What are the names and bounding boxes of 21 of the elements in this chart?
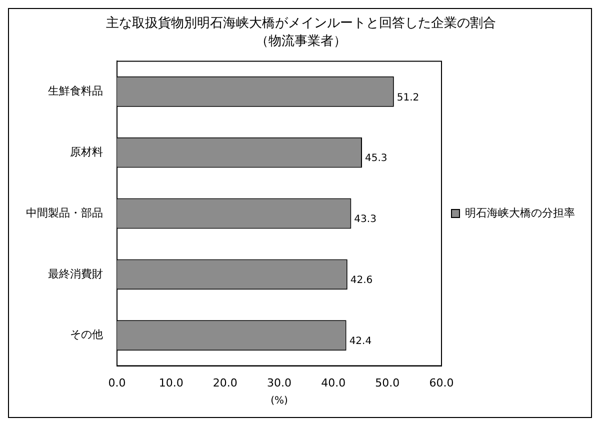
- x-tick-label: 30.0: [267, 376, 292, 390]
- data-label: 42.4: [349, 336, 372, 347]
- chart-title: 主な取扱貨物別明石海峡大橋がメインルートと回答した企業の割合: [106, 15, 496, 32]
- x-tick-label: 20.0: [212, 376, 238, 390]
- x-tick-label: 60.0: [429, 376, 454, 390]
- data-label: 51.2: [396, 92, 420, 104]
- x-tick-label: 40.0: [321, 376, 346, 390]
- x-tick-label: 50.0: [375, 376, 400, 390]
- chart-subtitle: （物流事業者）: [256, 32, 346, 49]
- y-tick-label: その他: [70, 328, 103, 342]
- x-axis-title: (%): [270, 396, 288, 407]
- y-tick-label: 中間製品・部品: [26, 206, 103, 220]
- legend-label: 明石海峡大橋の分担率: [465, 206, 575, 220]
- x-tick-label: 10.0: [158, 376, 184, 390]
- y-tick-label: 原材料: [70, 145, 103, 158]
- y-tick-label: 生鮮食料品: [48, 84, 103, 98]
- data-label: 42.6: [350, 275, 373, 286]
- y-tick-label: 最終消費財: [48, 267, 103, 280]
- data-label: 45.3: [364, 153, 388, 164]
- data-label: 43.3: [354, 214, 376, 226]
- x-tick-label: 0.0: [108, 376, 126, 390]
